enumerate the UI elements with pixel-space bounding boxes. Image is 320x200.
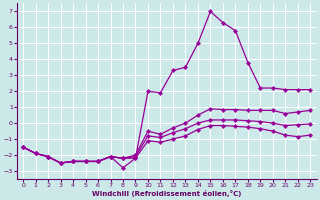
X-axis label: Windchill (Refroidissement éolien,°C): Windchill (Refroidissement éolien,°C) xyxy=(92,190,241,197)
